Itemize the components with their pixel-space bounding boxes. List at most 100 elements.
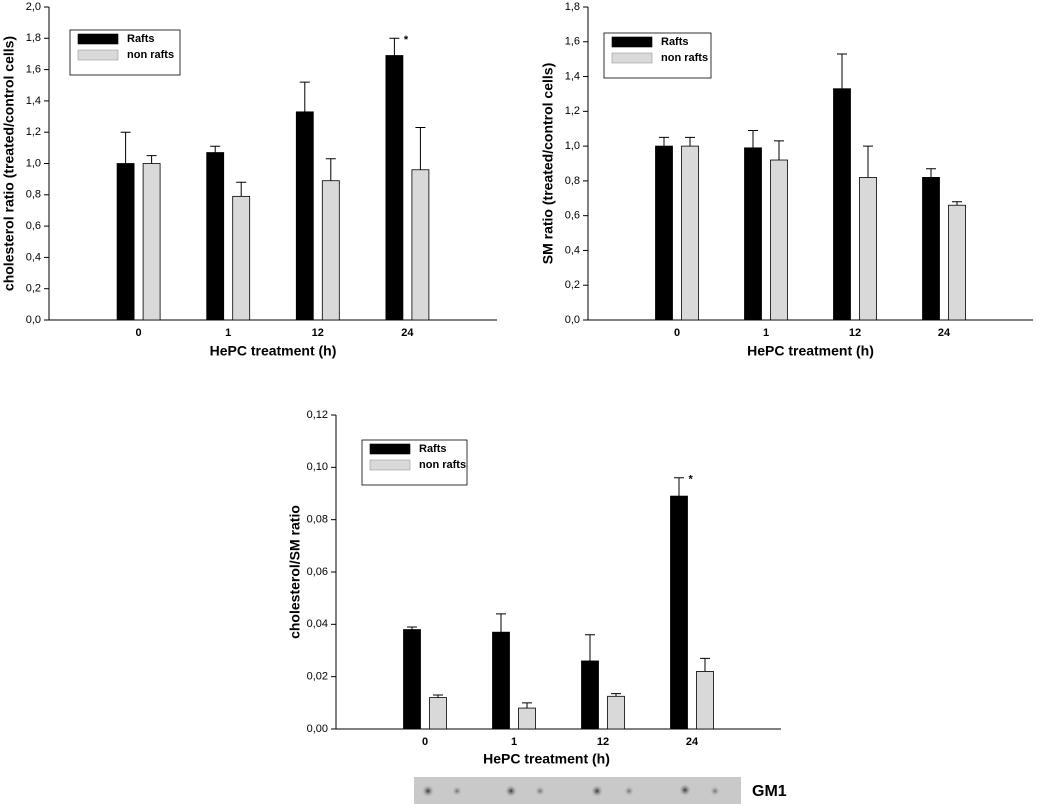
bar — [859, 177, 877, 321]
y-tick-label: 2,0 — [26, 1, 41, 13]
legend-label: Rafts — [419, 443, 447, 455]
blot-dot — [591, 785, 603, 797]
error-bar — [685, 136, 695, 147]
bar — [948, 204, 966, 321]
y-tick-label: 1,2 — [565, 105, 580, 117]
x-tick-label: 1 — [763, 327, 769, 339]
legend-label: non rafts — [419, 459, 466, 471]
error-bar — [299, 81, 310, 112]
y-tick-label: 0,6 — [26, 220, 41, 232]
legend-label: Rafts — [661, 36, 689, 48]
y-tick-label: 0,10 — [307, 461, 328, 473]
y-tick-label: 0,00 — [307, 723, 328, 735]
x-tick-label: 24 — [686, 736, 699, 748]
bar — [681, 145, 699, 321]
bar — [770, 159, 788, 321]
y-tick-label: 0,0 — [26, 314, 41, 326]
bar — [518, 707, 536, 730]
y-tick-label: 0,06 — [307, 566, 328, 578]
bar — [696, 671, 714, 730]
error-bar — [120, 131, 131, 164]
x-tick-label: 1 — [225, 327, 231, 339]
x-tick-label: 12 — [849, 327, 861, 339]
blot-dot — [452, 786, 462, 796]
y-tick-label: 0,2 — [565, 279, 580, 291]
y-tick-label: 1,4 — [26, 95, 41, 107]
x-axis-title: HePC treatment (h) — [210, 343, 337, 359]
y-tick-label: 0,8 — [26, 189, 41, 201]
y-tick-label: 1,4 — [565, 70, 580, 82]
error-bar — [585, 634, 595, 661]
y-tick-label: 1,0 — [26, 157, 41, 169]
blot-strip — [414, 777, 741, 804]
blot-dot — [624, 786, 634, 796]
x-tick-label: 12 — [312, 327, 324, 339]
y-tick-label: 0,8 — [565, 175, 580, 187]
x-tick-label: 24 — [938, 327, 951, 339]
chart: 0,00 0,02 0,04 0,06 0,08 0,10 0,12 0 1 12 24 * HePC … — [287, 409, 781, 767]
bar — [206, 152, 225, 321]
bar — [607, 695, 625, 730]
legend-swatch — [77, 49, 119, 61]
error-bar — [700, 657, 710, 672]
y-tick-label: 0,4 — [26, 251, 41, 263]
error-bar — [407, 626, 417, 630]
error-bar — [863, 145, 873, 178]
blot-dot — [679, 784, 691, 796]
error-bar — [433, 694, 443, 698]
legend-swatch — [77, 33, 119, 45]
y-tick-label: 0,6 — [565, 210, 580, 222]
legend: Rafts non rafts — [69, 29, 181, 76]
annotation: * — [689, 474, 694, 486]
error-bar — [837, 53, 847, 89]
y-axis-title: SM ratio (treated/control cells) — [540, 63, 556, 264]
bar — [142, 163, 161, 321]
y-tick-label: 0,04 — [307, 618, 328, 630]
blot-label: GM1 — [752, 783, 787, 800]
error-bar — [389, 37, 400, 56]
bar — [321, 180, 340, 321]
y-tick-label: 0,02 — [307, 671, 328, 683]
error-bar — [415, 127, 426, 170]
error-bar — [748, 129, 758, 148]
y-tick-label: 1,8 — [565, 1, 580, 13]
chart: 0,0 0,2 0,4 0,6 0,8 1,0 1,2 1,4 1,6 1,8 2,0 0 1 12 24 *… — [1, 1, 497, 359]
legend-swatch — [369, 443, 411, 455]
y-axis-title: cholesterol/SM ratio — [287, 505, 303, 639]
y-axis-title: cholesterol ratio (treated/control cells… — [1, 36, 17, 291]
bar — [655, 145, 673, 321]
y-tick-label: 1,6 — [26, 64, 41, 76]
bar — [429, 697, 447, 730]
bar — [232, 195, 251, 321]
blot-dot — [422, 785, 434, 797]
y-tick-label: 0,0 — [565, 314, 580, 326]
x-tick-label: 1 — [511, 736, 517, 748]
error-bar — [926, 168, 936, 178]
error-bar — [774, 140, 784, 161]
x-axis-title: HePC treatment (h) — [483, 751, 610, 767]
legend-label: non rafts — [127, 49, 174, 61]
y-tick-label: 1,2 — [26, 126, 41, 138]
x-axis-title: HePC treatment (h) — [747, 343, 874, 359]
error-bar — [210, 145, 221, 153]
error-bar — [522, 702, 532, 709]
x-tick-label: 24 — [401, 327, 414, 339]
legend-swatch — [611, 52, 653, 64]
chart: 0,0 0,2 0,4 0,6 0,8 1,0 1,2 1,4 1,6 1,8 0 1 12 24 HePC… — [540, 1, 1033, 359]
y-tick-label: 0,12 — [307, 409, 328, 421]
bar — [922, 177, 940, 321]
error-bar — [659, 136, 669, 147]
bar — [403, 629, 421, 730]
bar — [492, 631, 510, 730]
error-bar — [952, 201, 962, 206]
error-bar — [236, 181, 247, 197]
bar — [411, 169, 430, 321]
error-bar — [325, 158, 336, 181]
blot-dot — [710, 786, 720, 796]
legend-swatch — [611, 36, 653, 48]
legend: Rafts non rafts — [603, 32, 712, 79]
x-tick-label: 0 — [136, 327, 142, 339]
legend-swatch — [369, 459, 411, 471]
error-bar — [611, 693, 621, 697]
